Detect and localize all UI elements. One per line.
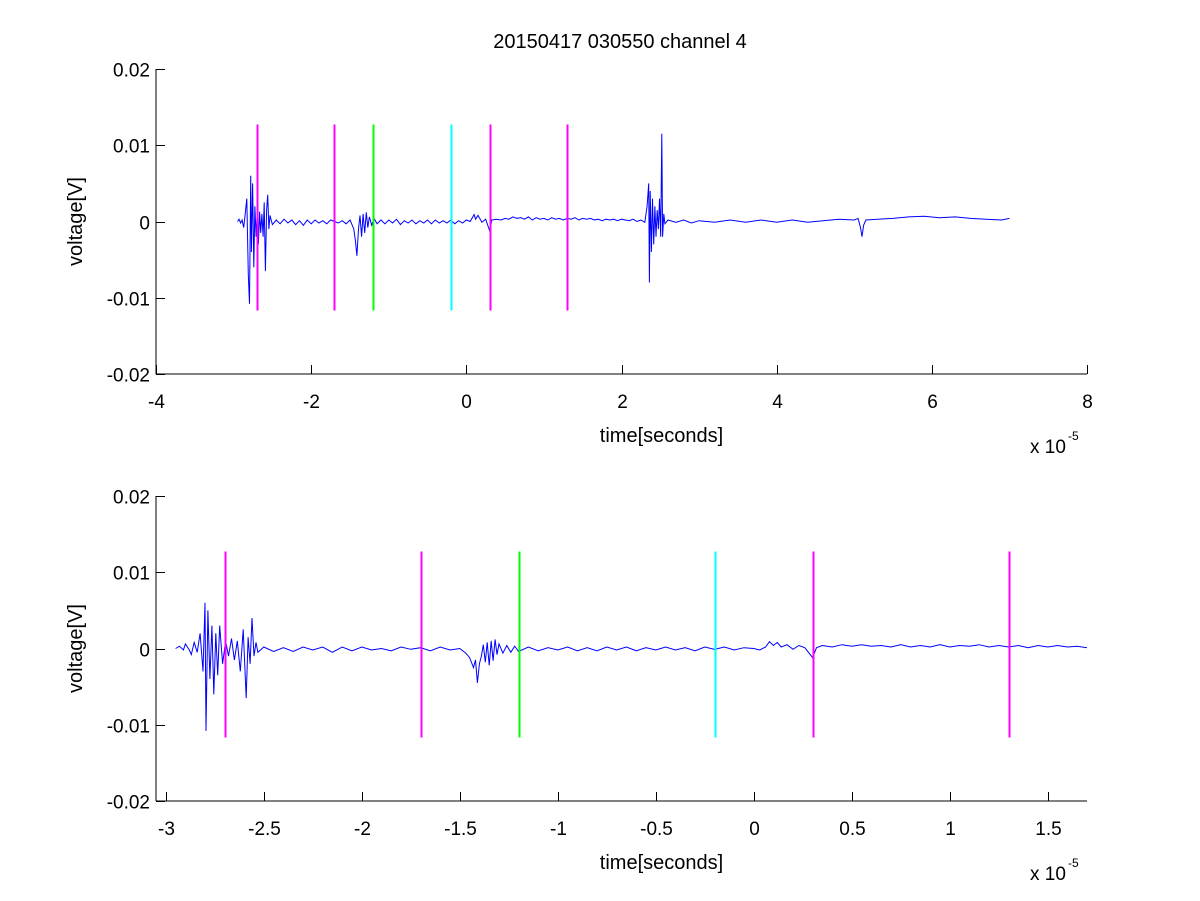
x-axis-label: time[seconds] [600,425,723,447]
x-tick-label: -4 [148,392,165,413]
bottom-plot: -0.02 -0.01 0 0.01 0.02 -3 -2.5 -2 -1.5 -1 -0.5 0 0.… [65,488,1088,885]
x-tick-label: 0.5 [839,819,865,840]
voltage-trace [237,133,1010,304]
x-tick-label: 1.5 [1035,819,1061,840]
y-tick-label: -0.02 [107,793,150,814]
x-tick-label: 1 [945,819,956,840]
voltage-trace [175,602,1088,731]
x-tick-label: 8 [1082,392,1093,413]
x-tick-label: -1 [550,819,567,840]
y-axis-label: voltage[V] [65,604,87,693]
x-tick-label: -2 [354,819,371,840]
y-tick-label: 0.02 [113,61,150,82]
x-tick-label: 0 [749,819,760,840]
x-tick-label: -2 [303,392,320,413]
x-tick-label: -0.5 [640,819,673,840]
y-tick-label: 0.02 [113,488,150,509]
top-plot: -0.02 -0.01 0 0.01 0.02 -4 -2 0 2 4 6 8 time[seconds… [65,61,1093,459]
x-tick-label: 4 [772,392,783,413]
x-tick-label: 2 [617,392,628,413]
y-axis-label: voltage[V] [65,177,87,266]
y-tick-label: -0.02 [107,366,150,387]
x-tick-label: -2.5 [248,819,281,840]
x-tick-label: -1.5 [444,819,477,840]
y-tick-label: -0.01 [107,717,150,738]
figure-title: 20150417 030550 channel 4 [493,31,747,53]
x-multiplier-base: x 10 [1030,437,1066,458]
y-tick-label: 0.01 [113,564,150,585]
x-multiplier-exponent: -5 [1068,429,1079,443]
x-tick-label: -3 [158,819,175,840]
x-multiplier-base: x 10 [1030,864,1066,885]
x-tick-label: 6 [927,392,938,413]
x-multiplier-exponent: -5 [1068,856,1079,870]
x-tick-label: 0 [461,392,472,413]
x-axis-label: time[seconds] [600,852,723,874]
y-tick-label: 0 [139,641,150,662]
y-tick-label: -0.01 [107,290,150,311]
y-tick-label: 0 [139,214,150,235]
y-tick-label: 0.01 [113,137,150,158]
